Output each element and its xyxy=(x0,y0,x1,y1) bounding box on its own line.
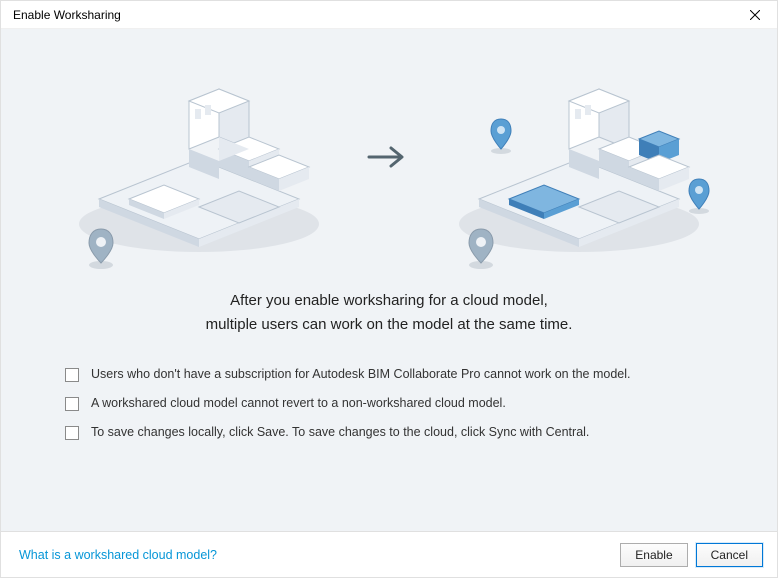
check-label-3: To save changes locally, click Save. To … xyxy=(91,425,589,439)
footer: What is a workshared cloud model? Enable… xyxy=(1,531,777,577)
window-title: Enable Worksharing xyxy=(13,8,741,22)
description: After you enable worksharing for a cloud… xyxy=(1,289,777,337)
close-icon xyxy=(750,10,760,20)
checkbox-1[interactable] xyxy=(65,368,79,382)
check-label-2: A workshared cloud model cannot revert t… xyxy=(91,396,506,410)
check-row-1: Users who don't have a subscription for … xyxy=(65,367,713,382)
enable-button[interactable]: Enable xyxy=(620,543,687,567)
description-line-2: multiple users can work on the model at … xyxy=(41,313,737,337)
hero-illustration xyxy=(1,29,777,289)
worksharing-illustration-icon xyxy=(49,29,729,289)
acknowledgement-list: Users who don't have a subscription for … xyxy=(1,337,777,454)
close-button[interactable] xyxy=(741,2,769,28)
checkbox-3[interactable] xyxy=(65,426,79,440)
content-area: After you enable worksharing for a cloud… xyxy=(1,29,777,531)
dialog-window: Enable Worksharing xyxy=(0,0,778,578)
check-row-2: A workshared cloud model cannot revert t… xyxy=(65,396,713,411)
titlebar: Enable Worksharing xyxy=(1,1,777,29)
help-link[interactable]: What is a workshared cloud model? xyxy=(19,548,217,562)
check-label-1: Users who don't have a subscription for … xyxy=(91,367,630,381)
checkbox-2[interactable] xyxy=(65,397,79,411)
description-line-1: After you enable worksharing for a cloud… xyxy=(41,289,737,313)
cancel-button[interactable]: Cancel xyxy=(696,543,763,567)
check-row-3: To save changes locally, click Save. To … xyxy=(65,425,713,440)
arrow-icon xyxy=(369,148,402,166)
